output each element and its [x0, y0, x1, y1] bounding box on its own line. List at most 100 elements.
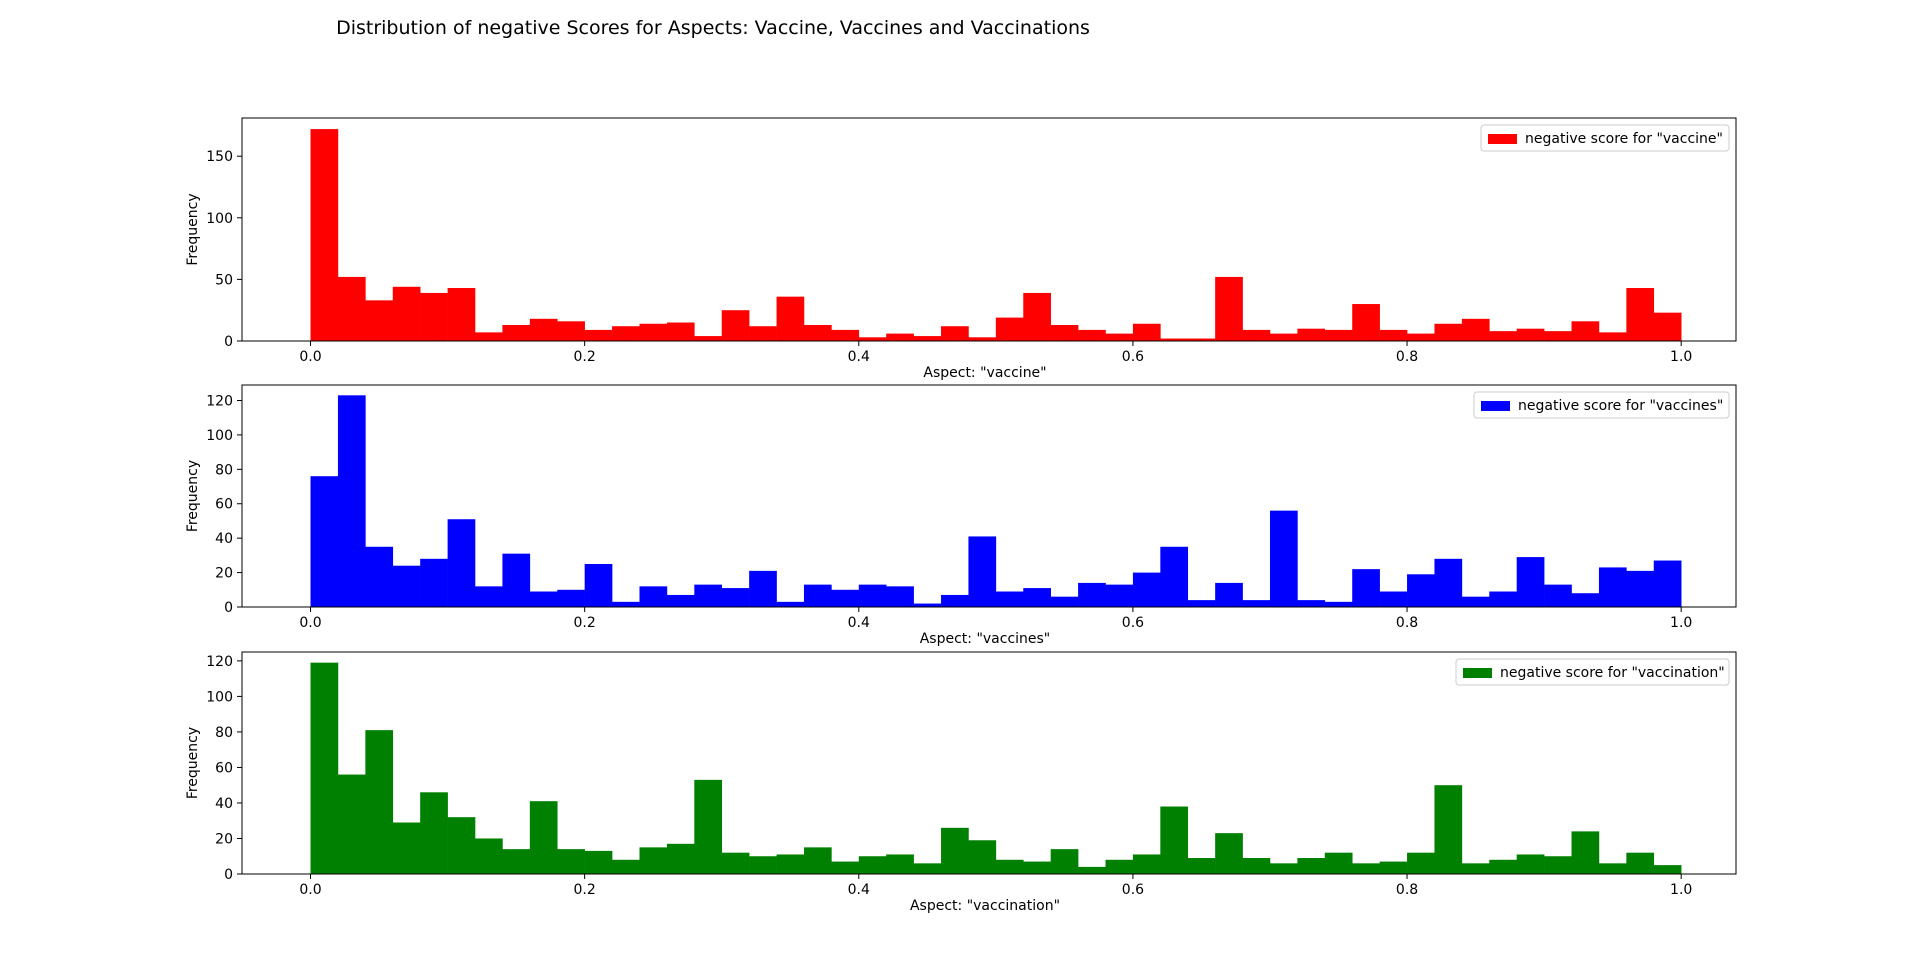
axes-frame-vaccination — [241, 651, 1737, 875]
bar-vaccination-25 — [995, 859, 1024, 874]
bar-vaccination-22 — [913, 863, 942, 874]
x-tick-label-vaccines-3: 0.6 — [1122, 615, 1144, 631]
bar-vaccination-15 — [721, 852, 750, 874]
figure-title: Distribution of negative Scores for Aspe… — [336, 17, 1090, 39]
bar-vaccine-15 — [721, 310, 750, 341]
bars-vaccine — [310, 129, 1682, 341]
bar-vaccines-37 — [1324, 601, 1353, 607]
x-tick-label-vaccines-5: 1.0 — [1670, 615, 1692, 631]
bar-vaccine-28 — [1078, 329, 1106, 341]
y-tick-label-vaccination-3: 60 — [215, 760, 233, 776]
bar-vaccines-31 — [1160, 546, 1189, 607]
bar-vaccine-39 — [1379, 329, 1408, 341]
bar-vaccine-14 — [694, 336, 723, 341]
bar-vaccination-43 — [1489, 859, 1517, 874]
bars-vaccination — [310, 662, 1682, 874]
subplot-vaccination: 0.0 0.2 0.4 0.6 0.8 1.0 0 20 40 60 80 100 120 Aspect:… — [185, 651, 1737, 914]
bar-vaccines-6 — [475, 586, 503, 607]
bar-vaccines-12 — [639, 586, 668, 607]
bar-vaccination-49 — [1653, 865, 1682, 874]
bar-vaccines-8 — [529, 591, 558, 607]
legend-label-vaccination: negative score for "vaccination" — [1500, 665, 1725, 681]
bar-vaccines-48 — [1626, 570, 1655, 607]
x-tick-label-vaccine-4: 0.8 — [1396, 349, 1418, 365]
bar-vaccination-29 — [1105, 859, 1134, 874]
bar-vaccination-5 — [447, 817, 476, 874]
y-tick-label-vaccines-2: 40 — [215, 531, 233, 547]
bar-vaccines-3 — [392, 565, 421, 607]
bar-vaccine-6 — [475, 332, 503, 341]
bar-vaccination-28 — [1078, 866, 1106, 874]
bar-vaccine-30 — [1132, 323, 1161, 341]
x-tick-label-vaccine-1: 0.2 — [574, 349, 596, 365]
bar-vaccines-13 — [666, 594, 695, 607]
bar-vaccines-9 — [557, 589, 585, 607]
y-tick-label-vaccine-3: 150 — [206, 149, 233, 165]
bar-vaccine-18 — [803, 324, 832, 341]
bar-vaccination-20 — [858, 856, 887, 874]
bar-vaccine-8 — [529, 318, 558, 341]
bars-vaccines — [310, 395, 1682, 607]
bar-vaccine-4 — [420, 292, 448, 341]
bar-vaccines-28 — [1078, 582, 1106, 607]
subplot-vaccine: 0.0 0.2 0.4 0.6 0.8 1.0 0 50 100 150 Aspect: "vacc… — [185, 117, 1737, 381]
bar-vaccination-24 — [968, 840, 997, 874]
bar-vaccines-33 — [1215, 582, 1243, 607]
bar-vaccines-11 — [612, 601, 640, 607]
bar-vaccines-7 — [502, 553, 531, 607]
bar-vaccine-42 — [1461, 318, 1490, 341]
x-tick-label-vaccines-1: 0.2 — [574, 615, 596, 631]
bar-vaccination-26 — [1023, 861, 1051, 874]
bar-vaccine-31 — [1160, 338, 1189, 341]
bar-vaccine-17 — [776, 296, 805, 341]
bar-vaccines-16 — [749, 570, 777, 607]
bar-vaccination-35 — [1269, 863, 1298, 874]
bar-vaccine-29 — [1105, 333, 1134, 341]
bar-vaccine-33 — [1215, 276, 1243, 341]
bar-vaccines-32 — [1187, 600, 1216, 607]
bar-vaccination-18 — [803, 847, 832, 874]
legend-swatch-vaccine — [1488, 134, 1517, 144]
bar-vaccination-41 — [1434, 785, 1463, 874]
bar-vaccine-16 — [749, 326, 777, 341]
y-tick-label-vaccination-5: 100 — [206, 689, 233, 705]
x-tick-label-vaccination-0: 0.0 — [299, 882, 321, 898]
bar-vaccines-24 — [968, 536, 997, 607]
bar-vaccines-2 — [365, 546, 394, 607]
bar-vaccination-38 — [1352, 863, 1380, 874]
y-tick-label-vaccine-2: 100 — [206, 211, 233, 227]
y-axis-label-vaccines: Frequency — [185, 460, 201, 532]
bar-vaccination-30 — [1132, 854, 1161, 874]
bar-vaccine-40 — [1407, 333, 1435, 341]
bar-vaccine-12 — [639, 323, 668, 341]
bar-vaccines-46 — [1571, 593, 1600, 607]
bar-vaccines-5 — [447, 519, 476, 607]
bar-vaccine-37 — [1324, 329, 1353, 341]
bar-vaccines-26 — [1023, 588, 1051, 607]
bar-vaccines-34 — [1242, 600, 1271, 607]
bar-vaccine-43 — [1489, 331, 1517, 341]
bar-vaccine-5 — [447, 288, 476, 341]
y-tick-label-vaccines-4: 80 — [215, 462, 233, 478]
y-axis-label-vaccine: Frequency — [185, 193, 201, 265]
bar-vaccination-47 — [1598, 863, 1627, 874]
x-tick-label-vaccine-5: 1.0 — [1670, 349, 1692, 365]
bar-vaccine-26 — [1023, 292, 1051, 341]
bar-vaccines-19 — [831, 589, 860, 607]
bar-vaccines-47 — [1598, 567, 1627, 607]
subplot-vaccines: 0.0 0.2 0.4 0.6 0.8 1.0 0 20 40 60 80 100 120 Aspect:… — [185, 384, 1737, 647]
bar-vaccination-33 — [1215, 833, 1243, 874]
bar-vaccination-19 — [831, 861, 860, 874]
y-tick-label-vaccination-2: 40 — [215, 796, 233, 812]
bar-vaccines-21 — [886, 586, 914, 607]
bar-vaccine-2 — [365, 300, 394, 341]
y-tick-label-vaccination-1: 20 — [215, 831, 233, 847]
bar-vaccine-13 — [666, 322, 695, 341]
x-tick-label-vaccine-0: 0.0 — [299, 349, 321, 365]
bar-vaccination-1 — [337, 774, 366, 874]
bar-vaccines-17 — [776, 601, 805, 607]
bar-vaccination-11 — [612, 859, 640, 874]
bar-vaccine-34 — [1242, 329, 1271, 341]
bar-vaccination-34 — [1242, 858, 1271, 874]
bar-vaccine-10 — [584, 329, 613, 341]
